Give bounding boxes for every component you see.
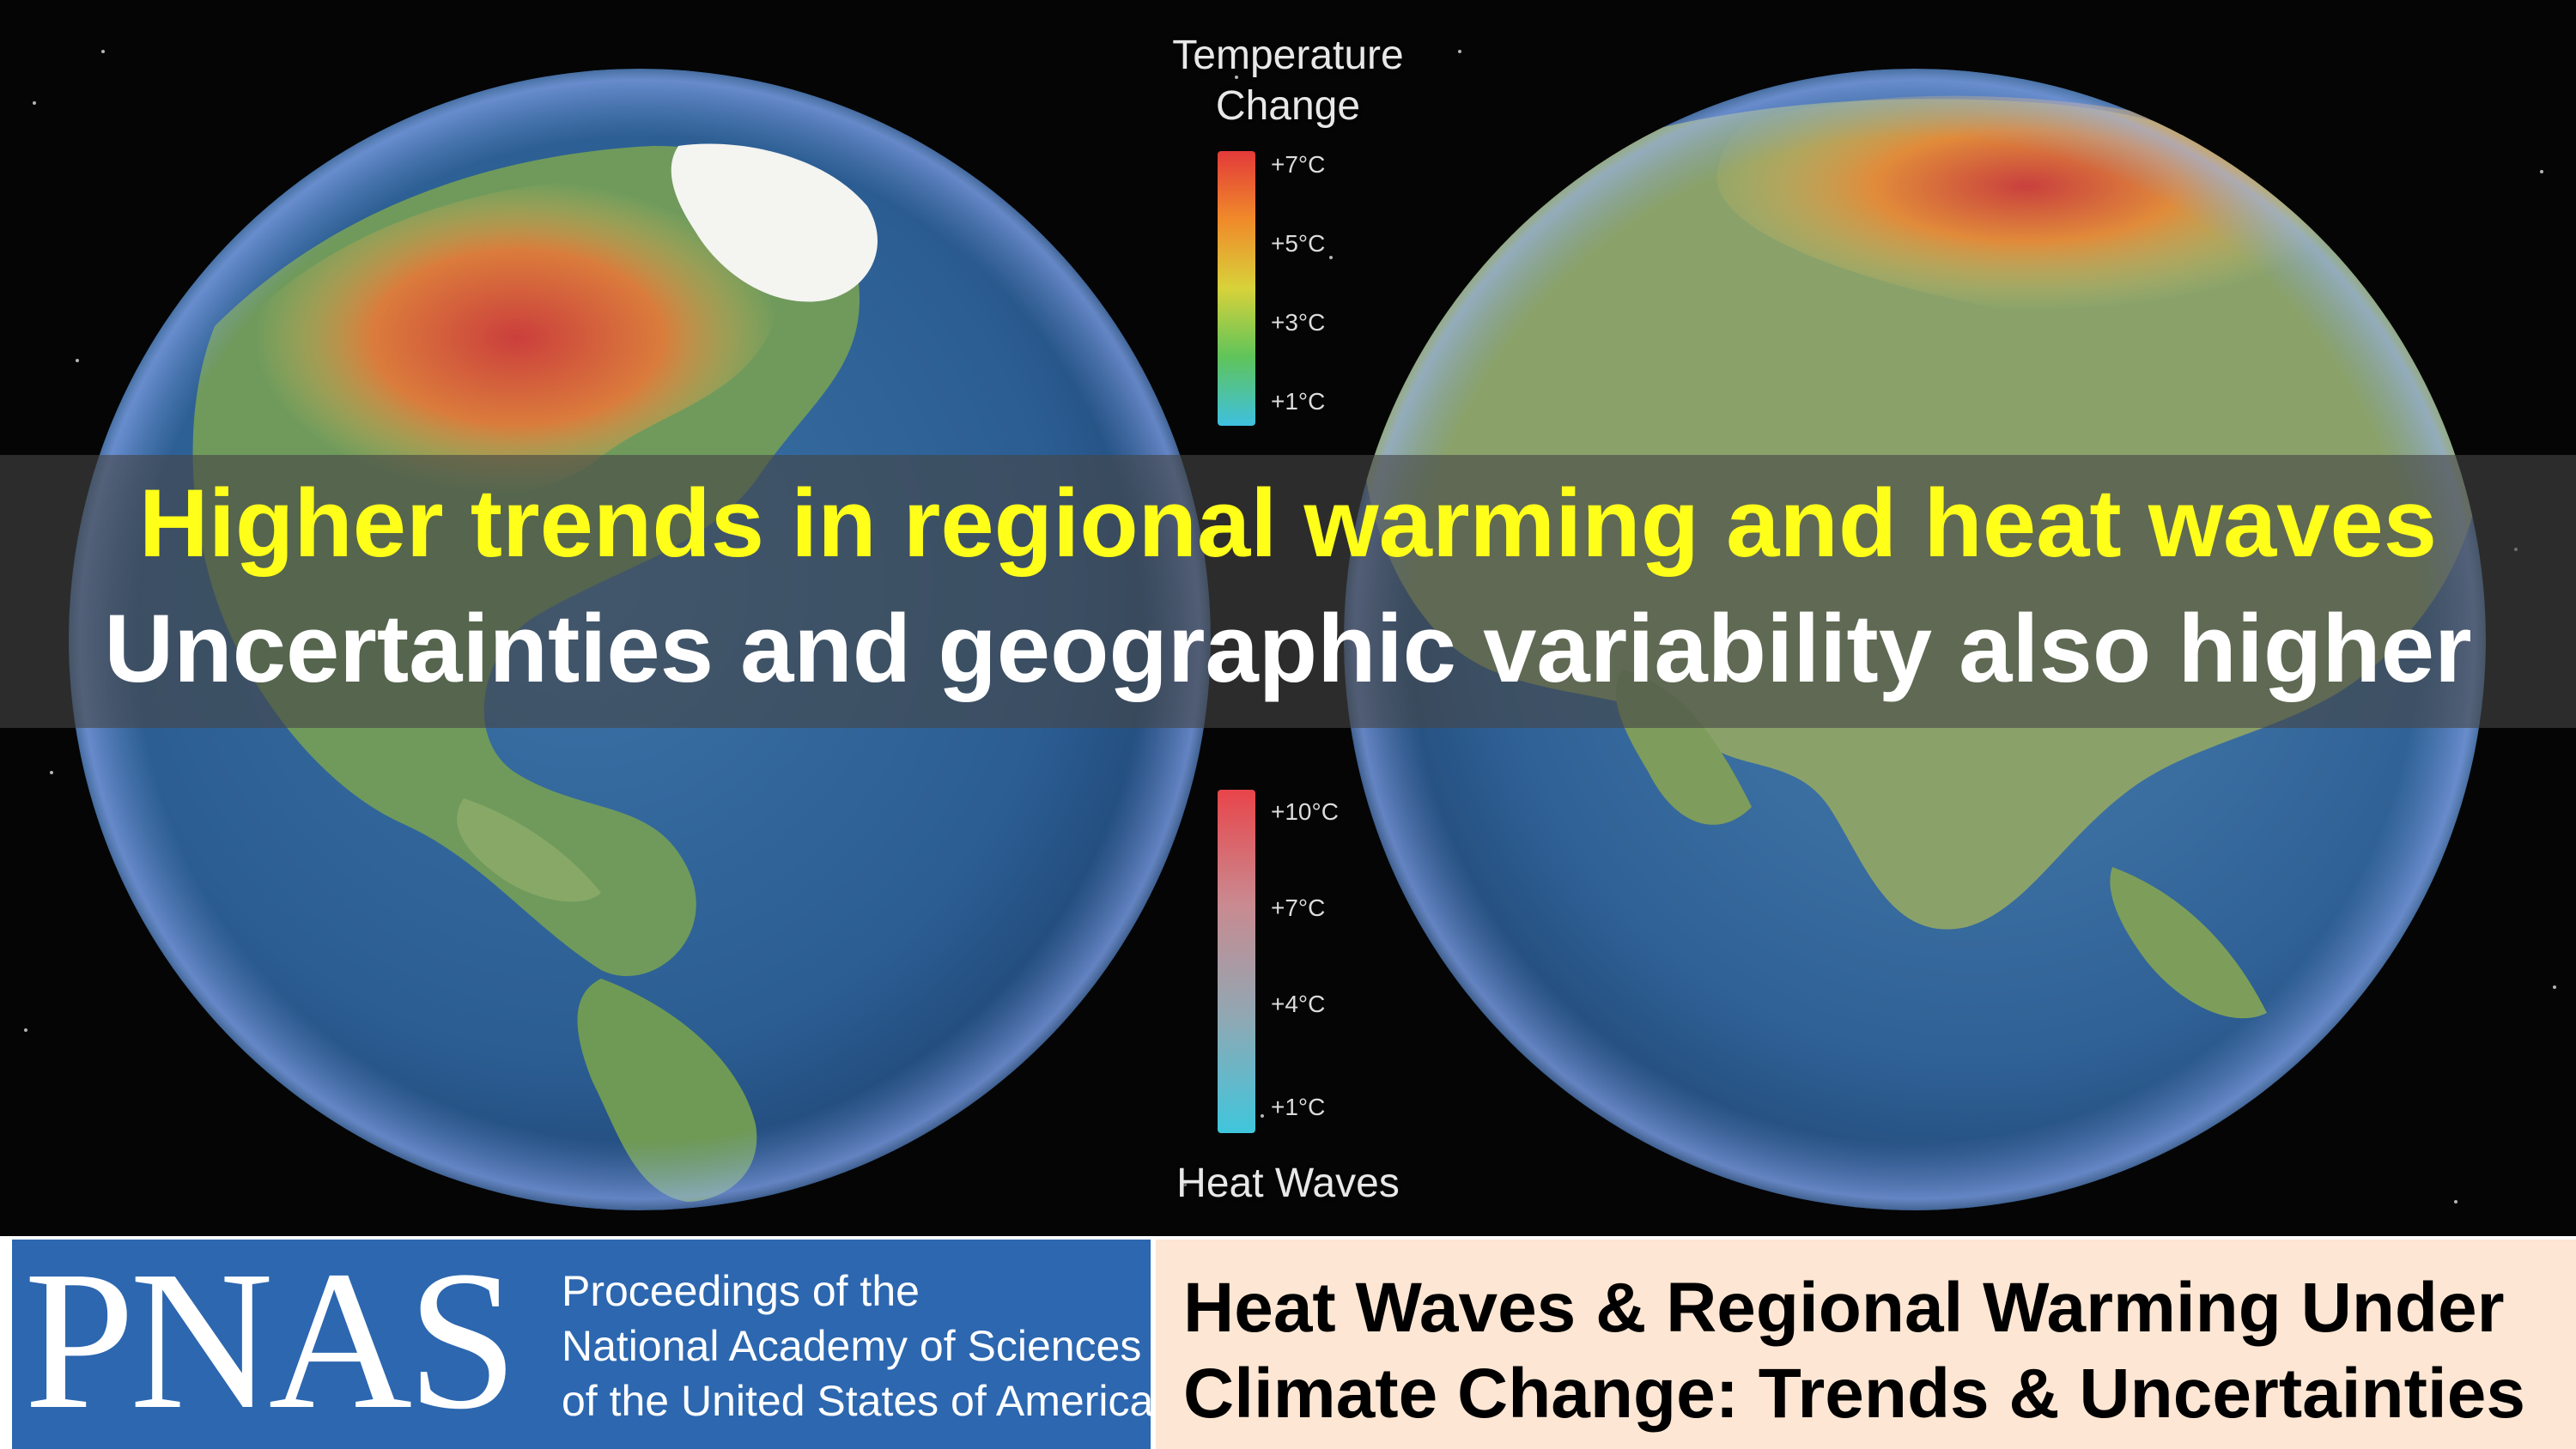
publisher-subtitle-line2: National Academy of Sciences	[562, 1322, 1142, 1370]
heatwave-tick: +1°C	[1271, 1094, 1326, 1120]
publisher-panel: PNAS Proceedings of the National Academy…	[12, 1240, 1151, 1449]
heatwave-legend-title-text: Heat Waves	[1176, 1161, 1400, 1206]
pnas-logo: PNAS	[24, 1240, 518, 1449]
temperature-tick: +3°C	[1271, 309, 1326, 336]
temperature-legend-title-line2: Change	[1215, 82, 1361, 129]
heatwave-tick: +4°C	[1271, 991, 1326, 1017]
temperature-tick: +5°C	[1271, 230, 1326, 257]
heatwave-color-bar	[1218, 790, 1255, 1133]
temperature-tick: +1°C	[1271, 388, 1326, 415]
paper-title-line2: Climate Change: Trends & Uncertainties	[1183, 1355, 2525, 1434]
headline-line-2: Uncertainties and geographic variability…	[104, 595, 2472, 702]
headline-banner	[0, 455, 2576, 728]
paper-title: Heat Waves & Regional Warming Under Clim…	[1183, 1265, 2525, 1437]
publisher-subtitle-line1: Proceedings of the	[562, 1267, 920, 1315]
temperature-legend-title-line1: Temperature	[1172, 33, 1404, 78]
heatwave-tick: +7°C	[1271, 894, 1326, 921]
heatwave-tick: +10°C	[1271, 798, 1339, 825]
paper-title-line1: Heat Waves & Regional Warming Under	[1183, 1269, 2505, 1347]
temperature-tick: +7°C	[1271, 151, 1326, 178]
publisher-subtitle: Proceedings of the National Academy of S…	[562, 1264, 1151, 1428]
temperature-color-bar	[1218, 151, 1255, 426]
temperature-legend-title: Temperature Change	[1142, 31, 1434, 131]
heatwave-legend-title: Heat Waves	[1116, 1159, 1460, 1210]
headline-line-1: Higher trends in regional warming and he…	[138, 470, 2438, 577]
publisher-subtitle-line3: of the United States of America	[562, 1377, 1151, 1425]
paper-title-panel: Heat Waves & Regional Warming Under Clim…	[1156, 1240, 2576, 1449]
